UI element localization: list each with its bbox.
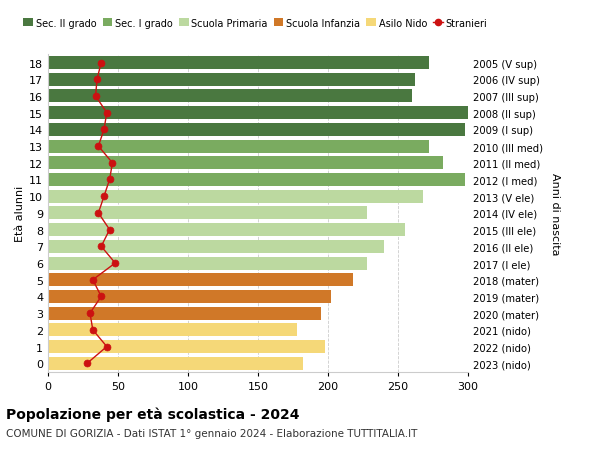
Bar — [48, 73, 415, 87]
Bar — [48, 107, 471, 120]
Y-axis label: Anni di nascita: Anni di nascita — [550, 172, 560, 255]
Bar — [48, 340, 325, 353]
Bar — [48, 174, 465, 187]
Bar — [48, 240, 384, 253]
Bar — [48, 123, 465, 137]
Bar — [48, 140, 429, 153]
Bar — [48, 157, 443, 170]
Bar — [48, 290, 331, 303]
Text: COMUNE DI GORIZIA - Dati ISTAT 1° gennaio 2024 - Elaborazione TUTTITALIA.IT: COMUNE DI GORIZIA - Dati ISTAT 1° gennai… — [6, 428, 418, 438]
Bar — [48, 90, 412, 103]
Bar — [48, 357, 303, 370]
Bar — [48, 224, 405, 236]
Bar — [48, 324, 297, 336]
Bar — [48, 274, 353, 286]
Text: Popolazione per età scolastica - 2024: Popolazione per età scolastica - 2024 — [6, 406, 299, 421]
Bar — [48, 190, 423, 203]
Bar — [48, 57, 429, 70]
Bar — [48, 207, 367, 220]
Bar — [48, 257, 367, 270]
Bar — [48, 307, 321, 320]
Legend: Sec. II grado, Sec. I grado, Scuola Primaria, Scuola Infanzia, Asilo Nido, Stran: Sec. II grado, Sec. I grado, Scuola Prim… — [23, 19, 487, 29]
Y-axis label: Età alunni: Età alunni — [15, 185, 25, 241]
